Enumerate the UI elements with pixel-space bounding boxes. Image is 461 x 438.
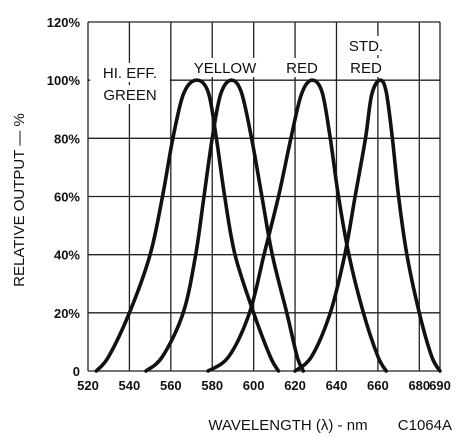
x-axis-ticks: 520 540 560 580 600 620 640 660 680 690 <box>77 378 451 393</box>
x-axis-title: WAVELENGTH (λ) - nm <box>208 417 367 434</box>
std-red-label: STD. <box>349 38 383 55</box>
x-tick-label: 580 <box>201 378 223 393</box>
x-tick-label: 600 <box>243 378 265 393</box>
x-tick-label: 540 <box>119 378 141 393</box>
series-label-background <box>90 63 170 82</box>
red-label: RED <box>286 60 318 77</box>
y-tick-label: 100% <box>47 73 81 88</box>
y-axis-title: RELATIVE OUTPUT — % <box>11 113 28 287</box>
x-tick-label: 560 <box>160 378 182 393</box>
y-tick-label: 20% <box>54 306 80 321</box>
std-red-label: RED <box>350 60 382 77</box>
x-tick-label: 640 <box>326 378 348 393</box>
x-tick-label: 620 <box>284 378 306 393</box>
y-tick-label: 80% <box>54 131 80 146</box>
x-tick-label: 520 <box>77 378 99 393</box>
y-axis-ticks: 0 20% 40% 60% 80% 100% 120% <box>47 15 81 379</box>
hi-eff-green-curve <box>94 78 281 373</box>
series-curves <box>94 78 442 373</box>
std-red-curve <box>293 78 442 373</box>
y-tick-label: 0 <box>73 364 80 379</box>
x-tick-label: 690 <box>429 378 451 393</box>
series-label-background <box>285 58 319 77</box>
y-tick-label: 120% <box>47 15 81 30</box>
y-tick-label: 40% <box>54 248 80 263</box>
red-curve <box>206 78 388 373</box>
hi-eff-green-label: GREEN <box>103 87 156 104</box>
x-tick-label: 680 <box>408 378 430 393</box>
x-tick-label: 660 <box>367 378 389 393</box>
series-label-background <box>194 58 256 77</box>
series-label-background <box>349 58 383 77</box>
hi-eff-green-label: HI. EFF. <box>103 65 157 82</box>
series-label-background <box>344 36 388 55</box>
series-labels: HI. EFF. GREEN YELLOW RED STD. RED <box>90 36 388 104</box>
series-label-background <box>104 85 156 104</box>
y-tick-label: 60% <box>54 190 80 205</box>
yellow-curve <box>144 78 306 373</box>
figure-code-label: C1064A <box>398 417 452 434</box>
yellow-label: YELLOW <box>194 60 257 77</box>
